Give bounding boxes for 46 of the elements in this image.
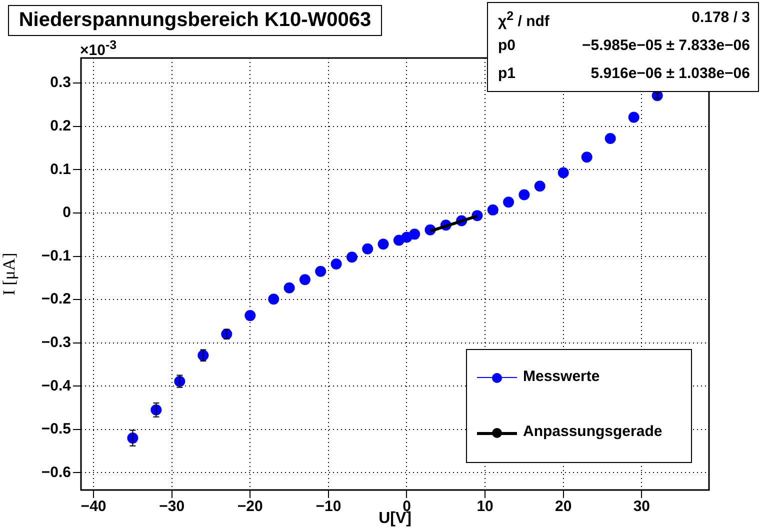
x-tick-label: −30: [159, 498, 185, 516]
y-tick-label: −0.4: [41, 377, 72, 394]
point: [581, 152, 592, 163]
x-tick-label: 20: [555, 498, 572, 516]
point: [284, 282, 295, 294]
annotation: p1: [498, 65, 516, 82]
point: [628, 112, 640, 123]
point: [244, 310, 256, 322]
point: [409, 228, 420, 240]
y-tick-label: −0.5: [41, 420, 71, 438]
point: [604, 133, 616, 144]
y-tick-label: 0.1: [50, 160, 71, 178]
point: [346, 252, 358, 263]
legend-label: Messwerte: [523, 368, 600, 385]
x-tick-label: −10: [316, 498, 342, 516]
point: [299, 274, 310, 286]
point: [362, 243, 374, 254]
annotation: ×10$^{-3}$: [80, 37, 117, 60]
y-tick-label: −0.3: [41, 334, 71, 351]
x-tick-label: 10: [476, 498, 494, 516]
point: [268, 294, 280, 305]
x-tick-label: −40: [80, 498, 106, 516]
annotation: 5.916e−06 ± 1.038e−06: [590, 65, 750, 82]
y-tick-label: −0.6: [41, 464, 71, 481]
point: [503, 196, 514, 208]
point: [518, 189, 530, 200]
point: [330, 258, 342, 270]
chart-title: Niederspannungsbereich K10-W0063: [8, 5, 382, 36]
text: p0: [498, 37, 516, 54]
text: −5.985e−05 ± 7.833e−06: [582, 37, 750, 54]
x-tick-label: 30: [633, 498, 650, 516]
x-tick-label: −20: [237, 498, 263, 516]
y-tick-label: 0: [62, 204, 71, 222]
text: χ$^{2}$ / ndf: [498, 9, 550, 30]
point: [378, 238, 389, 250]
y-tick-label: −0.2: [41, 290, 71, 308]
text: 0.178 / 3: [692, 9, 750, 26]
point: [487, 204, 498, 216]
y-tick-label: 0.2: [50, 118, 71, 135]
y-axis-title: I [μA]: [0, 252, 19, 296]
legend-label: Anpassungsgerade: [523, 423, 662, 440]
point: [534, 180, 546, 192]
point: [315, 266, 326, 277]
point: [558, 167, 569, 178]
y-tick-label: 0.3: [50, 74, 71, 92]
y-tick-label: −0.1: [41, 247, 71, 264]
